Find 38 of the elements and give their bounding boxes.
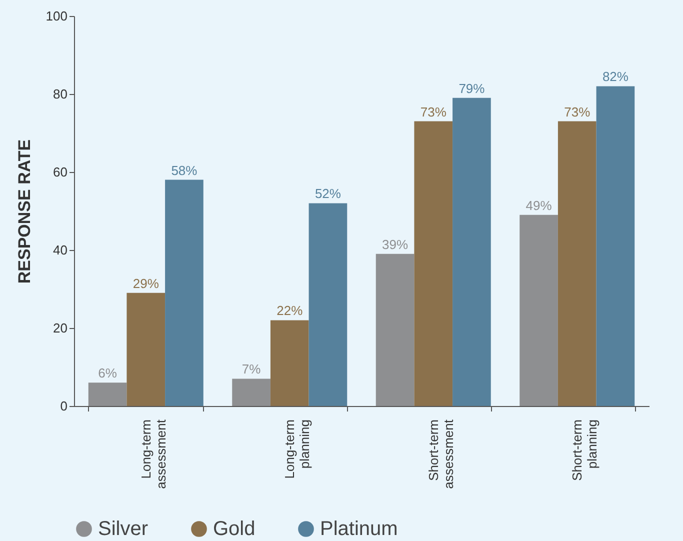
bar [558, 121, 596, 406]
y-tick-label: 0 [60, 398, 68, 414]
data-label: 79% [458, 80, 486, 96]
y-tick-label: 20 [53, 320, 68, 336]
y-tick-label: 40 [53, 242, 68, 258]
bar [126, 292, 166, 406]
data-label: 82% [602, 69, 629, 84]
x-tick-label: Short-term planning [570, 420, 600, 481]
y-tick-label: 100 [46, 8, 68, 24]
data-label: 52% [314, 186, 342, 202]
bar [88, 382, 127, 406]
bar [270, 320, 309, 406]
bar [414, 121, 453, 406]
bar [308, 203, 348, 406]
legend-label: Silver [98, 518, 148, 540]
legend-label: Gold [213, 518, 256, 540]
bar [376, 254, 414, 406]
data-label: 29% [132, 276, 160, 291]
bar [520, 214, 558, 406]
data-label: 6% [98, 366, 118, 381]
x-tick-label: Long-term assessment [138, 419, 168, 489]
data-label: 7% [242, 362, 262, 377]
x-tick-label: Long-term planning [282, 420, 312, 479]
legend-label: Platinum [320, 518, 398, 540]
x-tick-label: Short-term assessment [426, 419, 456, 489]
data-label: 22% [276, 303, 304, 318]
y-tick-label: 60 [53, 164, 68, 180]
data-label: 73% [564, 104, 591, 120]
data-label: 58% [171, 162, 198, 178]
bar [232, 378, 270, 406]
bar [596, 86, 635, 406]
data-label: 39% [382, 236, 408, 252]
data-label: 73% [420, 104, 447, 120]
bar [452, 98, 491, 406]
bar [165, 180, 204, 406]
data-label: 49% [526, 198, 552, 213]
y-tick-label: 80 [53, 86, 68, 102]
y-axis-title: RESPONSE RATE [14, 139, 34, 284]
